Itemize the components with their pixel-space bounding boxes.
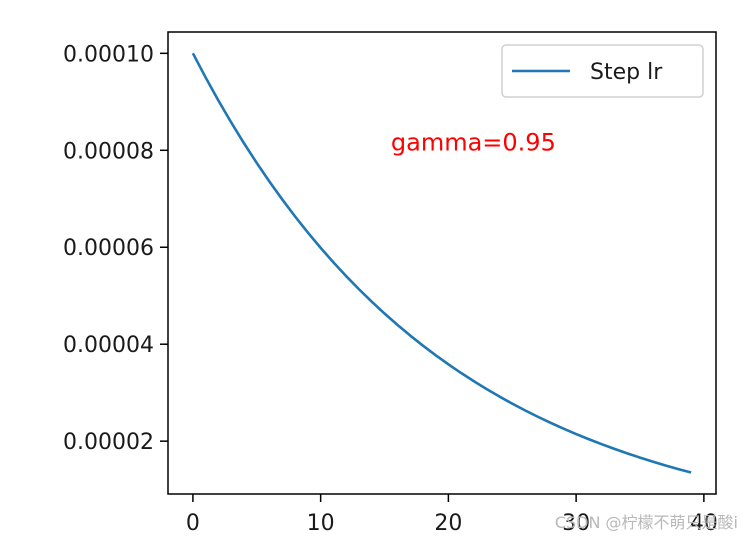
x-tick-label: 30 bbox=[562, 511, 590, 536]
y-tick-label: 0.00002 bbox=[63, 430, 154, 455]
x-tick-label: 40 bbox=[690, 511, 718, 536]
plot-frame bbox=[167, 31, 717, 495]
x-axis: 0 10 20 30 40 bbox=[186, 494, 718, 536]
y-tick-label: 0.00004 bbox=[63, 333, 154, 358]
annotation-text: gamma=0.95 bbox=[391, 128, 556, 156]
x-tick-label: 20 bbox=[434, 511, 462, 536]
watermark-text: CSDN @柠檬不萌只是酸i bbox=[555, 513, 738, 532]
series-line bbox=[191, 52, 692, 474]
x-tick-label: 0 bbox=[186, 511, 200, 536]
plot-area bbox=[167, 31, 717, 495]
y-tick-label: 0.00008 bbox=[63, 139, 154, 164]
legend-box bbox=[501, 44, 704, 98]
legend: Step lr bbox=[501, 44, 704, 98]
y-tick-label: 0.00010 bbox=[63, 42, 154, 67]
legend-label: Step lr bbox=[590, 60, 663, 85]
y-tick-label: 0.00006 bbox=[63, 236, 154, 261]
x-tick-label: 10 bbox=[307, 511, 335, 536]
annotation-layer: gamma=0.95 bbox=[391, 128, 556, 156]
y-axis: 0.00002 0.00004 0.00006 0.00008 0.00010 bbox=[63, 42, 168, 455]
series-layer bbox=[191, 52, 692, 474]
